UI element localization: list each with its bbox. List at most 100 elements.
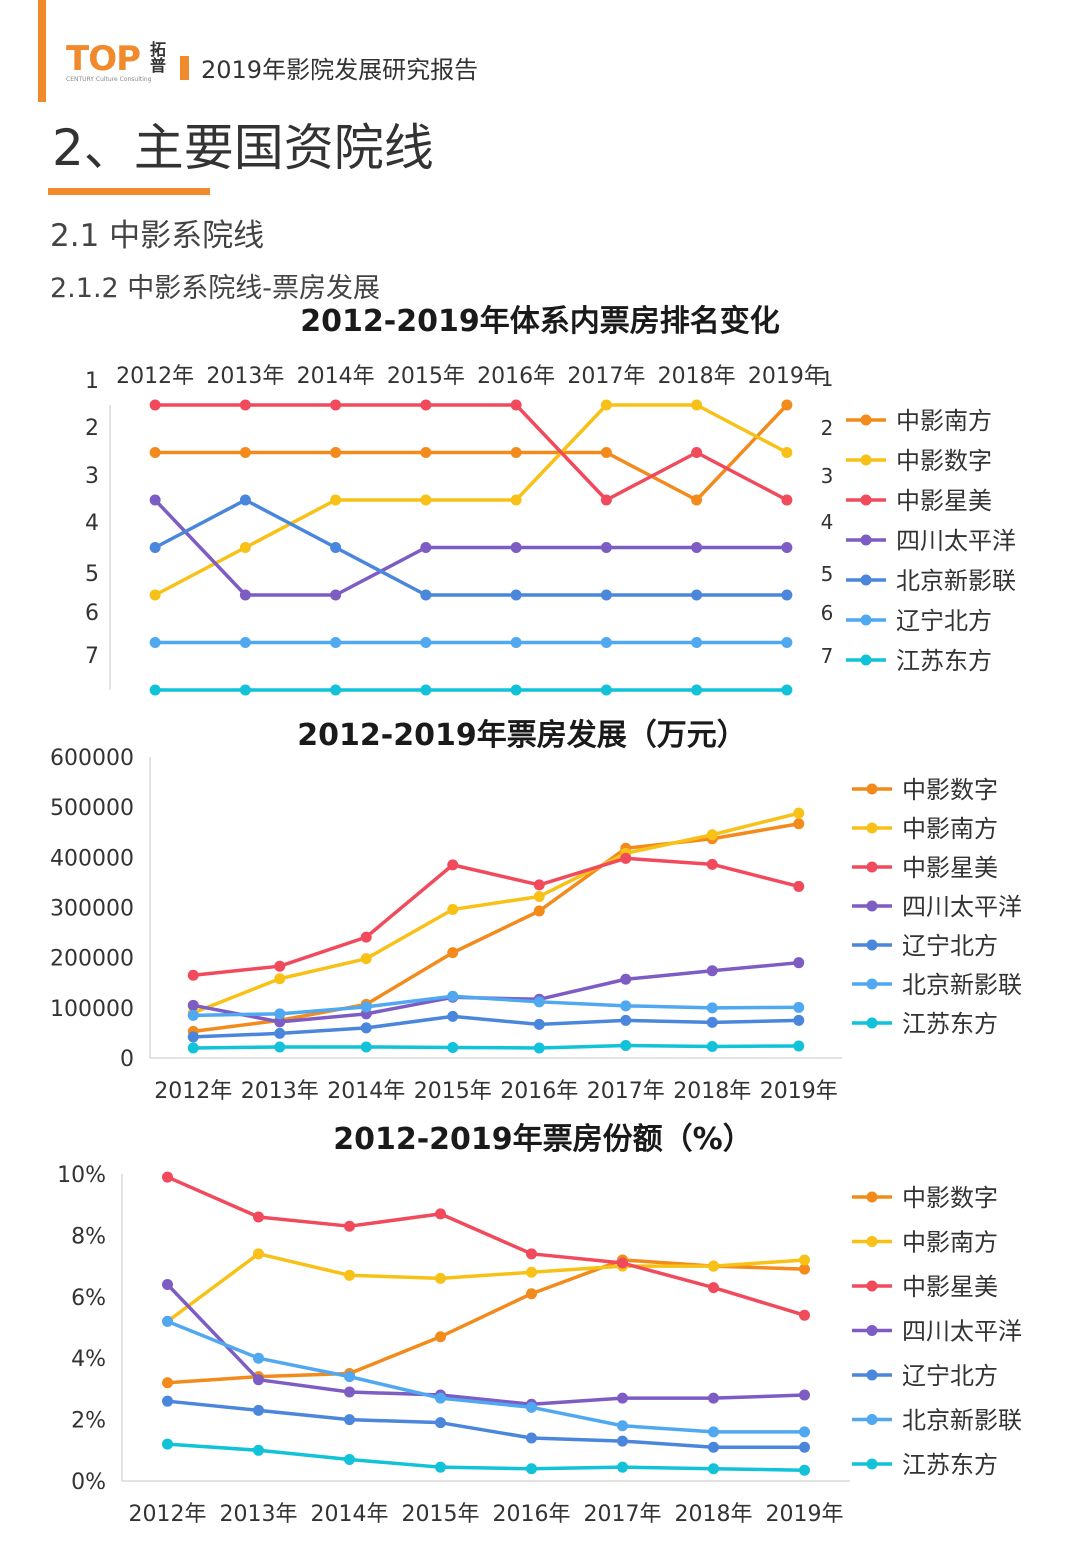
x-tick-label: 2014年 [311, 1502, 389, 1527]
series-line [166, 1252, 805, 1323]
data-point [617, 1392, 628, 1404]
series-line [166, 1175, 806, 1317]
x-tick-label: 2018年 [675, 1502, 753, 1527]
legend-marker [866, 1458, 878, 1470]
legend-marker [866, 1325, 878, 1336]
chart-title: 2012-2019年体系内票房排名变化 [300, 304, 779, 339]
data-point [239, 589, 251, 601]
data-point [149, 399, 161, 411]
series-line [193, 1043, 799, 1050]
legend-label: 江苏东方 [902, 1010, 998, 1038]
legend-marker [866, 861, 878, 873]
data-point [526, 1248, 537, 1260]
y-right-tick-label: 1 [821, 367, 834, 391]
legend-label: 北京新影联 [902, 971, 1022, 999]
data-point [420, 589, 432, 601]
legend-marker [860, 534, 872, 546]
y-tick-label: 600000 [50, 746, 134, 771]
data-point [435, 1392, 446, 1404]
share-chart: 2012-2019年票房份额（%） 0% 2% 4% 6% 8% 10% 2012年 2013年… [57, 1122, 1022, 1527]
report-tag-bar [180, 55, 189, 80]
data-point [533, 905, 545, 917]
y-tick-label: 8% [71, 1224, 106, 1249]
data-point [781, 399, 793, 411]
x-tick-label: 2013年 [220, 1502, 298, 1527]
data-point [420, 637, 432, 648]
x-tick-label: 2017年 [567, 364, 645, 389]
legend-label: 北京新影联 [896, 567, 1016, 595]
data-point [435, 1272, 446, 1284]
x-tick-label: 2019年 [748, 364, 826, 389]
legend-marker [866, 1414, 878, 1425]
x-tick-label: 2016年 [477, 364, 555, 389]
data-point [149, 542, 161, 553]
data-point [793, 957, 805, 969]
series-line [193, 1014, 799, 1039]
data-point [600, 399, 612, 411]
data-point [162, 1395, 173, 1407]
data-point [253, 1211, 264, 1223]
series-line [167, 1442, 805, 1473]
page-title: 2、主要国资院线 [52, 119, 434, 177]
y-tick-label: 500000 [50, 796, 134, 821]
data-point [600, 589, 612, 601]
legend-marker [866, 1280, 878, 1292]
data-point [149, 684, 161, 696]
x-tick-label: 2019年 [760, 1079, 838, 1104]
series-line [167, 1258, 805, 1385]
data-point [510, 637, 522, 648]
data-point [793, 818, 805, 830]
data-point [706, 1002, 718, 1014]
data-point [708, 1260, 719, 1272]
chart-title: 2012-2019年票房份额（%） [333, 1122, 753, 1157]
data-point [526, 1266, 537, 1278]
data-point [253, 1374, 264, 1386]
data-point [510, 399, 522, 411]
report-title: 2019年影院发展研究报告 [201, 56, 479, 84]
x-tick-label: 2012年 [154, 1079, 232, 1104]
data-point [799, 1309, 810, 1321]
data-point [330, 637, 342, 648]
data-point [706, 1016, 718, 1028]
legend-label: 江苏东方 [902, 1451, 998, 1479]
data-point [691, 494, 703, 506]
data-point [239, 494, 251, 506]
data-point [447, 990, 459, 1002]
y-right-tick-label: 2 [821, 416, 834, 440]
logo-subtext: CENTURY Culture Consulting [66, 76, 152, 83]
data-point [510, 589, 522, 601]
data-point [510, 494, 522, 506]
data-point [420, 684, 432, 696]
y-right-tick-label: 5 [821, 562, 834, 586]
data-point [708, 1441, 719, 1453]
legend-label: 四川太平洋 [902, 1318, 1022, 1346]
data-point [330, 399, 342, 411]
data-point [620, 973, 632, 985]
data-point [600, 447, 612, 458]
data-point [330, 589, 342, 601]
data-point [510, 684, 522, 696]
legend-marker [866, 783, 878, 795]
data-point [330, 494, 342, 506]
data-point [799, 1426, 810, 1438]
legend-marker [866, 1369, 878, 1381]
data-point [617, 1420, 628, 1432]
logo: TOP 拓普 CENTURY Culture Consulting [66, 42, 168, 84]
x-tick-label: 2018年 [658, 364, 736, 389]
data-point [533, 1042, 545, 1054]
data-point [799, 1389, 810, 1401]
data-point [708, 1463, 719, 1475]
y-left-tick-label: 4 [85, 511, 99, 536]
data-point [533, 1018, 545, 1030]
data-point [360, 1001, 372, 1013]
data-point [617, 1435, 628, 1447]
series-line [154, 403, 788, 597]
y-tick-label: 10% [57, 1163, 106, 1188]
data-point [435, 1417, 446, 1429]
x-tick-label: 2014年 [327, 1079, 405, 1104]
data-point [149, 494, 161, 506]
legend-label: 北京新影联 [902, 1407, 1022, 1435]
y-tick-label: 0% [71, 1470, 106, 1495]
y-tick-label: 6% [71, 1286, 106, 1311]
legend-label: 辽宁北方 [902, 1362, 998, 1390]
